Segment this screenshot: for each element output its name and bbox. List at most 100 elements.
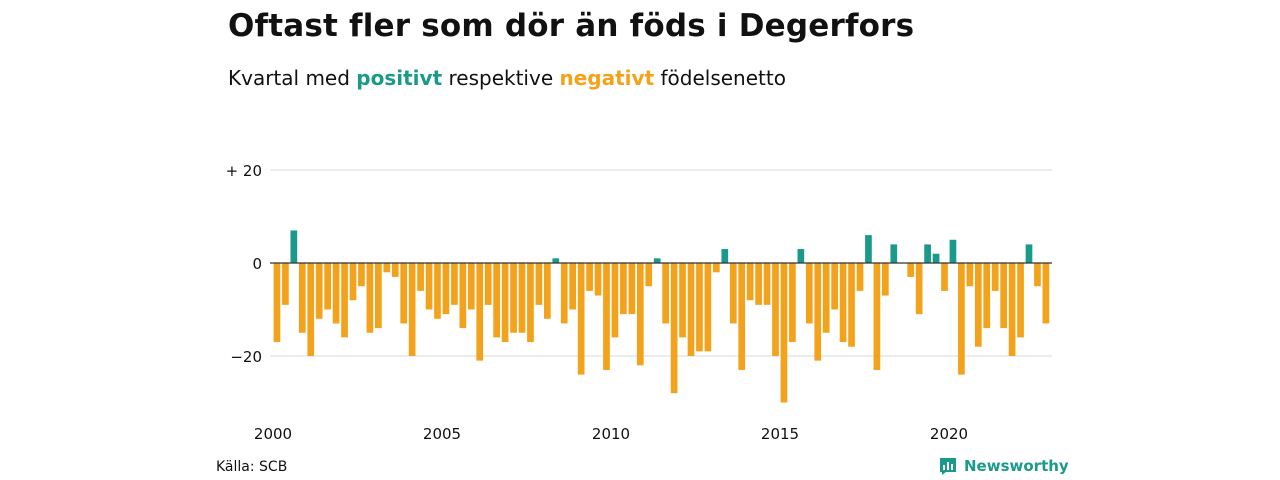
bar bbox=[890, 244, 898, 263]
bar bbox=[746, 263, 754, 301]
bar bbox=[628, 263, 636, 315]
bar bbox=[569, 263, 577, 310]
bar bbox=[679, 263, 686, 338]
bar bbox=[425, 263, 433, 310]
y-tick-label: + 20 bbox=[226, 162, 262, 180]
bar bbox=[983, 263, 991, 329]
bar bbox=[611, 263, 619, 338]
bar bbox=[1025, 244, 1033, 263]
bar bbox=[442, 263, 450, 315]
bar bbox=[1000, 263, 1007, 329]
bar bbox=[518, 263, 526, 333]
bar bbox=[763, 263, 771, 305]
bar bbox=[797, 249, 805, 263]
bar bbox=[949, 239, 957, 263]
bar bbox=[958, 263, 965, 375]
newsworthy-logo-icon bbox=[940, 458, 956, 475]
bar bbox=[332, 263, 340, 324]
bar bbox=[391, 263, 399, 277]
bar bbox=[315, 263, 323, 319]
bar bbox=[814, 263, 822, 361]
bar bbox=[307, 263, 315, 356]
x-tick-label: 2015 bbox=[761, 425, 799, 443]
bar bbox=[375, 263, 382, 329]
bar bbox=[882, 263, 889, 296]
bar bbox=[620, 263, 627, 315]
bar bbox=[670, 263, 678, 394]
x-tick-label: 2010 bbox=[592, 425, 630, 443]
bar bbox=[324, 263, 331, 310]
bar bbox=[755, 263, 762, 305]
bar bbox=[662, 263, 669, 324]
bar bbox=[417, 263, 424, 291]
bar bbox=[535, 263, 543, 305]
bar bbox=[729, 263, 737, 324]
bar bbox=[349, 263, 357, 301]
bar bbox=[636, 263, 644, 366]
bar bbox=[653, 258, 661, 263]
chart-title: Oftast fler som dör än föds i Degerfors bbox=[228, 8, 915, 44]
bar bbox=[408, 263, 416, 356]
bar bbox=[577, 263, 585, 375]
bar bbox=[451, 263, 458, 305]
subtitle-prefix: Kvartal med bbox=[228, 66, 350, 90]
bar bbox=[383, 263, 391, 273]
bar bbox=[544, 263, 551, 319]
subtitle-negative: negativt bbox=[559, 66, 655, 90]
bar bbox=[366, 263, 374, 333]
bar bbox=[805, 263, 813, 324]
bar bbox=[941, 263, 948, 291]
bar bbox=[603, 263, 610, 370]
bar bbox=[467, 263, 475, 310]
bar bbox=[932, 253, 940, 263]
bar bbox=[780, 263, 788, 403]
source-note: Källa: SCB bbox=[216, 459, 288, 475]
brand-name: Newsworthy bbox=[964, 457, 1069, 475]
bar bbox=[586, 263, 593, 291]
subtitle-positive: positivt bbox=[356, 66, 443, 90]
bar bbox=[789, 263, 796, 343]
bar bbox=[290, 230, 298, 263]
bar bbox=[865, 235, 872, 263]
bar bbox=[400, 263, 408, 324]
subtitle-suffix: födelsenetto bbox=[660, 66, 786, 90]
bar bbox=[704, 263, 712, 352]
brand-logo: Newsworthy bbox=[938, 456, 1069, 476]
bar bbox=[552, 258, 560, 263]
bar bbox=[484, 263, 492, 305]
bar bbox=[527, 263, 534, 343]
x-tick-label: 2020 bbox=[930, 425, 968, 443]
bar bbox=[831, 263, 838, 310]
y-tick-label: 0 bbox=[252, 255, 262, 273]
bar bbox=[1008, 263, 1016, 356]
bar bbox=[848, 263, 855, 347]
bar bbox=[459, 263, 467, 329]
subtitle-middle: respektive bbox=[448, 66, 554, 90]
bar bbox=[966, 263, 974, 287]
bar bbox=[915, 263, 923, 315]
bar bbox=[476, 263, 484, 361]
bar bbox=[510, 263, 517, 333]
bar bbox=[1042, 263, 1050, 324]
bar bbox=[1017, 263, 1024, 338]
bar bbox=[974, 263, 982, 347]
chart-subtitle: Kvartal med positivt respektive negativt… bbox=[228, 66, 786, 90]
bar bbox=[873, 263, 881, 370]
bar bbox=[501, 263, 509, 343]
bar bbox=[991, 263, 999, 291]
bar bbox=[1034, 263, 1041, 287]
bar bbox=[560, 263, 568, 324]
bar bbox=[738, 263, 746, 370]
bar bbox=[273, 263, 281, 343]
bar bbox=[822, 263, 830, 333]
bar bbox=[594, 263, 602, 296]
bar bbox=[341, 263, 348, 338]
bar bbox=[493, 263, 500, 338]
bar bbox=[772, 263, 779, 356]
bar bbox=[298, 263, 306, 333]
bar bbox=[907, 263, 915, 277]
bar bbox=[645, 263, 653, 287]
bar bbox=[721, 249, 729, 263]
x-tick-label: 2000 bbox=[254, 425, 292, 443]
